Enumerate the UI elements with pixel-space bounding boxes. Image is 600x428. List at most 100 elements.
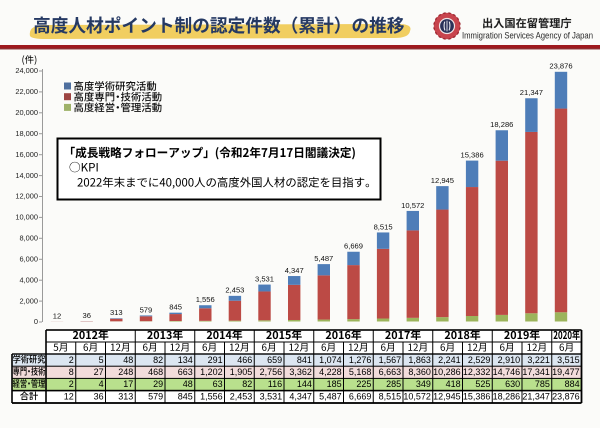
svg-text:15,386: 15,386 xyxy=(463,392,491,402)
svg-text:3,515: 3,515 xyxy=(557,355,580,365)
svg-text:23,876: 23,876 xyxy=(549,62,572,71)
svg-text:12,000: 12,000 xyxy=(15,192,38,201)
svg-text:36: 36 xyxy=(82,311,90,320)
svg-text:1,905: 1,905 xyxy=(230,367,253,377)
svg-text:185: 185 xyxy=(327,379,342,389)
svg-text:6,669: 6,669 xyxy=(344,242,363,251)
svg-text:579: 579 xyxy=(148,392,163,402)
svg-text:12,332: 12,332 xyxy=(463,367,491,377)
svg-text:8,000: 8,000 xyxy=(20,234,39,243)
svg-text:2,453: 2,453 xyxy=(225,286,244,295)
svg-text:8,515: 8,515 xyxy=(379,392,402,402)
svg-text:579: 579 xyxy=(140,305,153,314)
svg-text:82: 82 xyxy=(153,355,163,365)
svg-text:21,347: 21,347 xyxy=(522,392,550,402)
svg-text:630: 630 xyxy=(505,379,520,389)
svg-text:82: 82 xyxy=(242,379,252,389)
svg-text:144: 144 xyxy=(297,379,312,389)
svg-text:21,347: 21,347 xyxy=(520,88,543,97)
svg-text:27: 27 xyxy=(94,367,104,377)
svg-text:134: 134 xyxy=(178,355,193,365)
svg-text:116: 116 xyxy=(268,379,282,389)
svg-text:841: 841 xyxy=(297,355,312,365)
svg-text:14,000: 14,000 xyxy=(15,171,38,180)
svg-text:4,347: 4,347 xyxy=(289,392,312,402)
svg-text:4,347: 4,347 xyxy=(285,266,304,275)
svg-text:5,168: 5,168 xyxy=(349,367,372,377)
svg-text:3,531: 3,531 xyxy=(260,392,283,402)
svg-text:285: 285 xyxy=(386,379,401,389)
svg-text:4,228: 4,228 xyxy=(319,367,342,377)
svg-text:23,876: 23,876 xyxy=(552,392,580,402)
svg-text:1,202: 1,202 xyxy=(200,367,223,377)
svg-text:19,477: 19,477 xyxy=(552,367,580,377)
svg-text:845: 845 xyxy=(178,392,193,402)
svg-text:845: 845 xyxy=(169,303,182,312)
svg-text:6,669: 6,669 xyxy=(349,392,372,402)
svg-text:418: 418 xyxy=(446,379,461,389)
svg-text:2,241: 2,241 xyxy=(438,355,461,365)
svg-text:0: 0 xyxy=(34,317,38,326)
svg-text:18,000: 18,000 xyxy=(15,129,38,138)
svg-text:29: 29 xyxy=(153,379,163,389)
svg-text:1,556: 1,556 xyxy=(196,295,215,304)
svg-text:8,515: 8,515 xyxy=(374,222,393,231)
svg-text:4: 4 xyxy=(99,379,104,389)
svg-text:12: 12 xyxy=(64,392,74,402)
svg-text:12,945: 12,945 xyxy=(431,176,454,185)
svg-text:17,341: 17,341 xyxy=(522,367,550,377)
svg-text:5,487: 5,487 xyxy=(319,392,342,402)
svg-text:468: 468 xyxy=(148,367,163,377)
svg-text:6,000: 6,000 xyxy=(20,254,39,263)
svg-text:Immigration Services Agency of: Immigration Services Agency of Japan xyxy=(462,30,593,41)
svg-text:4,000: 4,000 xyxy=(20,275,39,284)
svg-text:466: 466 xyxy=(237,355,252,365)
svg-text:2,453: 2,453 xyxy=(230,392,253,402)
svg-text:18,286: 18,286 xyxy=(493,392,521,402)
svg-text:22,000: 22,000 xyxy=(15,87,38,96)
svg-text:248: 248 xyxy=(118,367,133,377)
svg-text:5,487: 5,487 xyxy=(314,254,333,263)
svg-text:16,000: 16,000 xyxy=(15,150,38,159)
svg-text:785: 785 xyxy=(535,379,550,389)
svg-text:2,756: 2,756 xyxy=(260,367,283,377)
svg-text:10,572: 10,572 xyxy=(401,201,424,210)
svg-text:6,663: 6,663 xyxy=(379,367,402,377)
svg-text:2,000: 2,000 xyxy=(20,296,39,305)
svg-text:663: 663 xyxy=(178,367,193,377)
svg-text:884: 884 xyxy=(565,379,580,389)
svg-text:1,074: 1,074 xyxy=(319,355,342,365)
svg-text:1,863: 1,863 xyxy=(408,355,431,365)
svg-text:10,000: 10,000 xyxy=(15,213,38,222)
svg-text:5: 5 xyxy=(99,355,104,365)
svg-text:313: 313 xyxy=(110,308,123,317)
svg-text:12: 12 xyxy=(53,311,61,320)
svg-text:36: 36 xyxy=(94,392,104,402)
svg-text:63: 63 xyxy=(213,379,223,389)
svg-text:2: 2 xyxy=(69,355,74,365)
svg-text:1,556: 1,556 xyxy=(200,392,223,402)
svg-text:48: 48 xyxy=(123,355,133,365)
svg-text:1,276: 1,276 xyxy=(349,355,372,365)
svg-text:349: 349 xyxy=(416,379,431,389)
svg-text:2,529: 2,529 xyxy=(468,355,491,365)
svg-text:10,572: 10,572 xyxy=(403,392,431,402)
svg-text:2: 2 xyxy=(69,379,74,389)
svg-text:3,221: 3,221 xyxy=(527,355,550,365)
svg-text:313: 313 xyxy=(118,392,133,402)
svg-text:48: 48 xyxy=(183,379,193,389)
svg-text:14,746: 14,746 xyxy=(493,367,521,377)
svg-text:291: 291 xyxy=(208,355,223,365)
svg-text:525: 525 xyxy=(475,379,490,389)
svg-text:17: 17 xyxy=(123,379,133,389)
svg-text:659: 659 xyxy=(267,355,282,365)
svg-text:20,000: 20,000 xyxy=(15,108,38,117)
svg-text:8,360: 8,360 xyxy=(408,367,431,377)
svg-text:18,286: 18,286 xyxy=(490,120,513,129)
svg-text:12,945: 12,945 xyxy=(433,392,461,402)
svg-text:10,286: 10,286 xyxy=(433,367,461,377)
svg-text:225: 225 xyxy=(356,379,371,389)
svg-text:2,910: 2,910 xyxy=(498,355,521,365)
svg-text:8: 8 xyxy=(69,367,74,377)
svg-text:1,567: 1,567 xyxy=(379,355,402,365)
